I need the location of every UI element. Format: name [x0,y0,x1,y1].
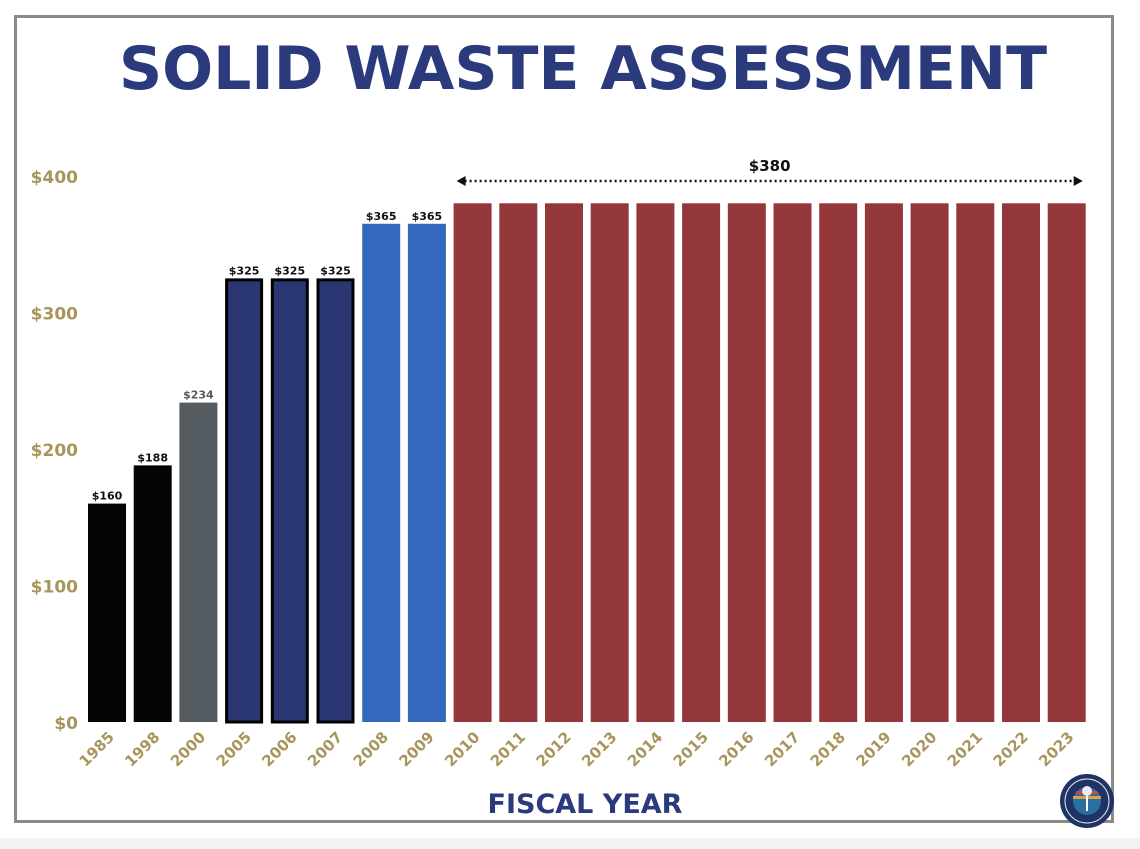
y-tick-label: $400 [31,168,78,188]
annotation: $380 [456,157,1083,186]
y-tick-label: $200 [31,441,78,461]
arrow-left-icon [456,176,466,186]
bar-2006 [270,278,309,724]
y-tick-label: $0 [54,714,78,734]
bar-2023 [1047,203,1086,723]
city-seal-icon [1060,774,1114,828]
bar-2015 [682,203,721,723]
bars: $160 $188 $234 $325 $325 $325 $365 $365 [88,203,1086,724]
data-label: $325 [320,264,351,277]
bar-1985 [88,503,126,722]
bar-2021 [956,203,995,723]
bar-2009 [407,223,446,722]
chart-title: SOLID WASTE ASSESSMENT [119,34,1047,104]
data-label: $325 [274,264,305,277]
bar-2000 [179,402,218,722]
data-label: $234 [183,389,214,402]
bar-2005 [225,278,264,724]
bar-1998 [133,465,172,722]
page-bottom-strip [0,838,1140,849]
data-label: $188 [137,451,168,464]
y-tick-label: $300 [31,305,78,325]
bar-2019 [864,203,903,723]
x-axis-label: FISCAL YEAR [488,789,683,820]
bar-2011 [499,203,538,723]
y-axis: $0 $100 $200 $300 $400 [31,168,78,734]
bar-2018 [819,203,858,723]
data-label: $160 [92,490,123,503]
data-label: $365 [412,210,443,223]
y-tick-label: $100 [31,578,78,598]
bar-2013 [590,203,629,723]
annotation-label: $380 [749,157,791,175]
bar-2008 [362,223,401,722]
bar-2020 [910,203,949,723]
data-label: $325 [229,264,260,277]
data-label: $365 [366,210,397,223]
bar-2010 [453,203,492,723]
arrow-right-icon [1073,176,1083,186]
bar-2016 [727,203,766,723]
bar-2012 [545,203,583,723]
bar-2017 [773,203,812,723]
bar-2014 [636,203,675,723]
bar-2022 [1002,203,1040,723]
bar-2007 [316,278,355,724]
